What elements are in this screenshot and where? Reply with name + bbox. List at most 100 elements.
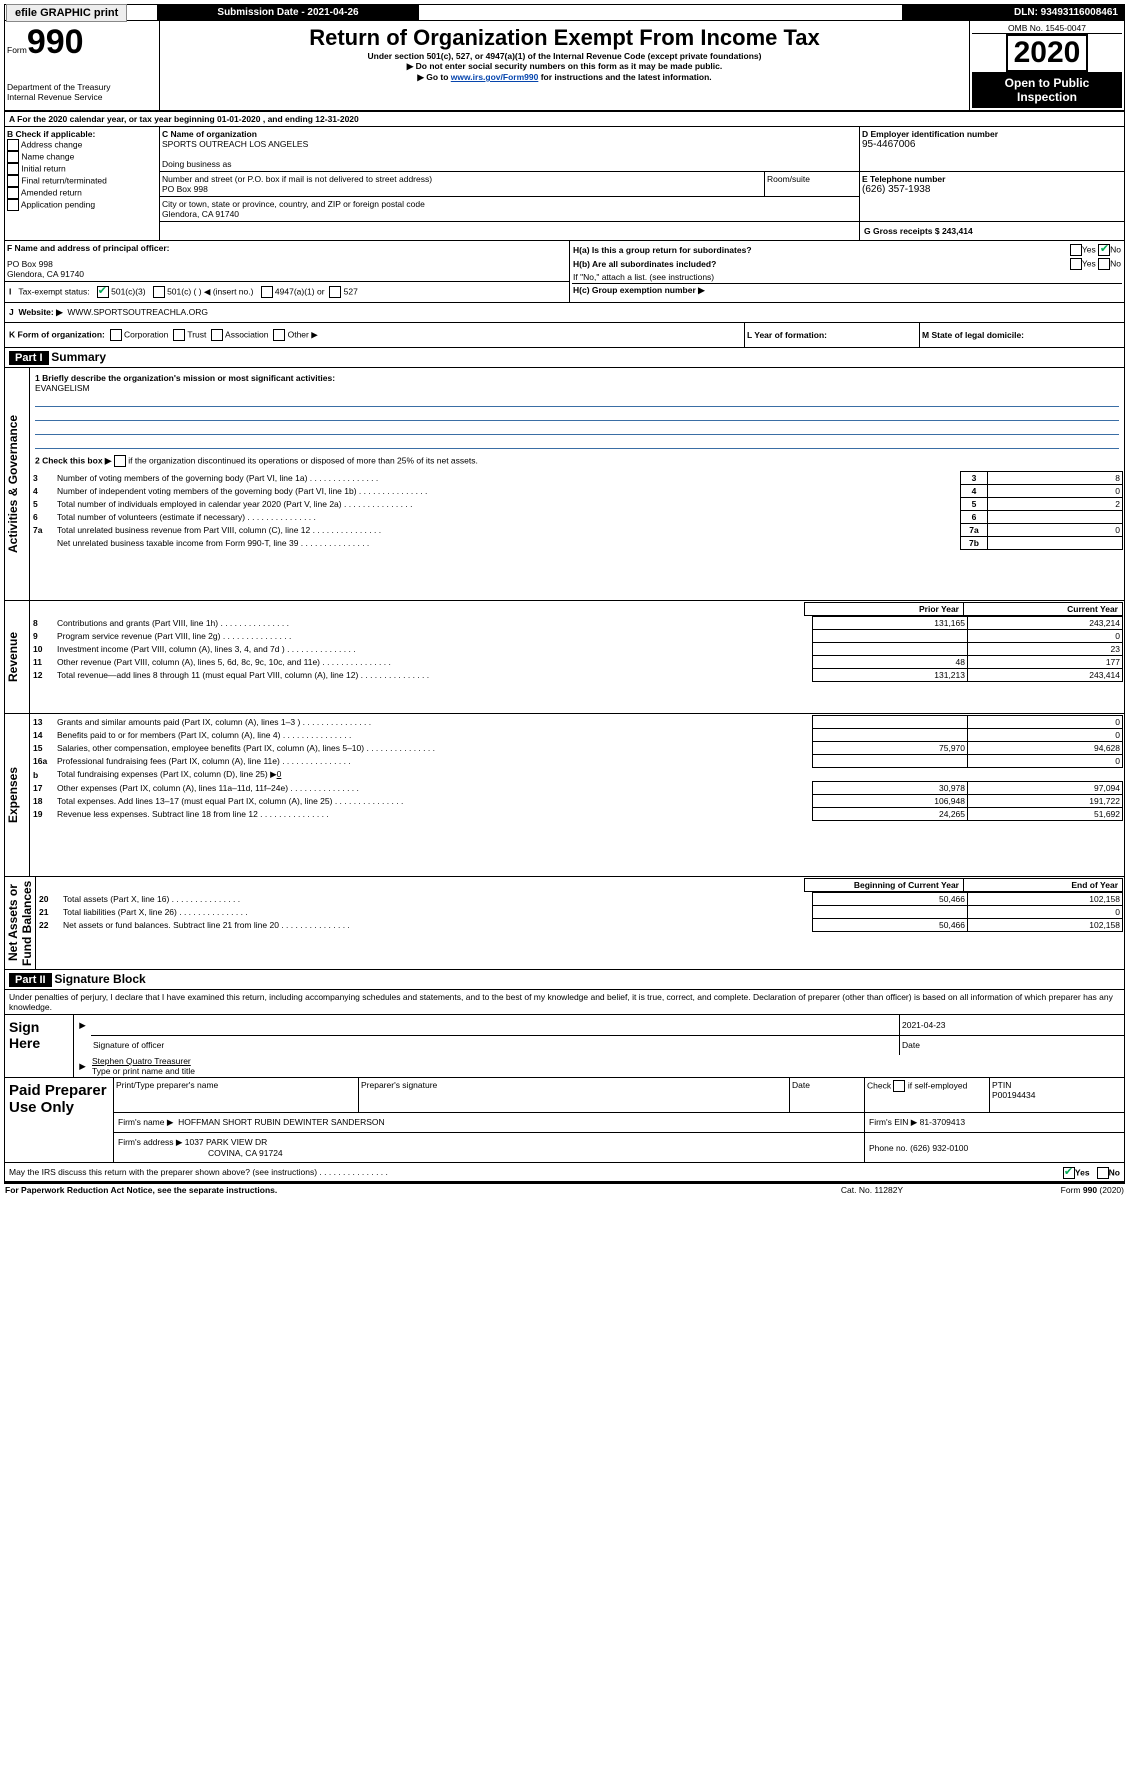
amended-return-checkbox[interactable] [7,187,19,199]
ptin-value: P00194434 [992,1090,1122,1100]
dba-label: Doing business as [162,159,857,169]
phone-value: (626) 932-0100 [910,1143,968,1153]
side-governance: Activities & Governance [6,369,20,599]
discuss-no-checkbox[interactable] [1097,1167,1109,1179]
row-num: 14 [31,729,55,742]
row-current: 0 [968,630,1123,643]
501c3-checkbox[interactable] [97,286,109,298]
row-prior: 106,948 [813,795,968,808]
firm-name: HOFFMAN SHORT RUBIN DEWINTER SANDERSON [178,1117,385,1127]
data-row: 16a Professional fundraising fees (Part … [31,755,1123,768]
row-current: 102,158 [968,919,1123,932]
row-desc: Grants and similar amounts paid (Part IX… [55,716,813,729]
line-a: A For the 2020 calendar year, or tax yea… [4,112,1125,126]
row-idx: 6 [961,511,988,524]
discuss-yes-checkbox[interactable] [1063,1167,1075,1179]
row-num: 6 [31,511,55,524]
prep-sig-label: Preparer's signature [359,1078,790,1113]
addr-change-checkbox[interactable] [7,139,19,151]
row-desc: Total revenue—add lines 8 through 11 (mu… [55,669,813,682]
row-current: 0 [968,755,1123,768]
row-current: 51,692 [968,808,1123,821]
ha-no-checkbox[interactable] [1098,244,1110,256]
trust-checkbox[interactable] [173,329,185,341]
gov-row: 4 Number of independent voting members o… [31,485,1123,498]
row-idx: 7a [961,524,988,537]
c-name-label: C Name of organization [162,129,857,139]
final-return-label: Final return/terminated [21,175,107,185]
data-row: 18 Total expenses. Add lines 13–17 (must… [31,795,1123,808]
row-desc: Number of independent voting members of … [55,485,961,498]
col-end: End of Year [964,879,1123,892]
501c3-label: 501(c)(3) [111,286,145,296]
4947-checkbox[interactable] [261,286,273,298]
firm-ein: 81-3709413 [920,1117,965,1127]
d-label: D Employer identification number [862,129,1122,139]
col-begin: Beginning of Current Year [805,879,964,892]
name-change-checkbox[interactable] [7,151,19,163]
row-desc: Program service revenue (Part VIII, line… [55,630,813,643]
row-num: 8 [31,617,55,630]
ha-yes-checkbox[interactable] [1070,244,1082,256]
data-row: 17 Other expenses (Part IX, column (A), … [31,782,1123,795]
row-val [988,511,1123,524]
city-value: Glendora, CA 91740 [162,209,857,219]
corp-checkbox[interactable] [110,329,122,341]
side-netassets: Net Assets or Fund Balances [6,878,34,968]
hb-no-checkbox[interactable] [1098,258,1110,270]
part-ii-title: Signature Block [54,972,145,986]
self-emp-checkbox[interactable] [893,1080,905,1092]
firm-addr1: 1037 PARK VIEW DR [185,1137,268,1147]
q2-checkbox[interactable] [114,455,126,467]
form-title: Return of Organization Exempt From Incom… [164,25,965,51]
row-current: 0 [968,729,1123,742]
row-idx: 7b [961,537,988,550]
form-sub3: ▶ Go to www.irs.gov/Form990 for instruct… [164,72,965,83]
app-pending-checkbox[interactable] [7,199,19,211]
row-num: 3 [31,472,55,485]
f-label: F Name and address of principal officer: [7,243,567,253]
row-prior: 131,165 [813,617,968,630]
part-ii-hdr: Part II [9,973,52,987]
527-label: 527 [344,286,358,296]
irs-link[interactable]: www.irs.gov/Form990 [451,72,539,82]
form-header: Form990 Department of the Treasury Inter… [4,21,1125,112]
final-return-checkbox[interactable] [7,175,19,187]
row-desc: Revenue less expenses. Subtract line 18 … [55,808,813,821]
data-row: 10 Investment income (Part VIII, column … [31,643,1123,656]
open-public-badge: Open to Public Inspection [972,72,1122,108]
row-prior [813,906,968,919]
sign-here-label: Sign Here [5,1015,74,1056]
row-num: 10 [31,643,55,656]
ha-label: H(a) Is this a group return for subordin… [572,243,1000,257]
check-label: Check [867,1080,891,1090]
firm-addr2: COVINA, CA 91724 [118,1148,860,1158]
row-prior [813,716,968,729]
side-revenue: Revenue [6,602,20,712]
part-i-hdr: Part I [9,351,49,365]
527-checkbox[interactable] [329,286,341,298]
hb-yes-checkbox[interactable] [1070,258,1082,270]
cat-no: Cat. No. 11282Y [771,1183,973,1196]
initial-return-checkbox[interactable] [7,163,19,175]
gov-row: 6 Total number of volunteers (estimate i… [31,511,1123,524]
other-checkbox[interactable] [273,329,285,341]
row-val [988,537,1123,550]
other-label: Other ▶ [288,329,318,339]
row-num: 5 [31,498,55,511]
501c-checkbox[interactable] [153,286,165,298]
prep-date-label: Date [790,1078,865,1113]
row-current: 0 [968,716,1123,729]
efile-button[interactable]: efile GRAPHIC print [6,4,127,22]
data-row: 19 Revenue less expenses. Subtract line … [31,808,1123,821]
q1-label: 1 Briefly describe the organization's mi… [35,373,1119,383]
firm-ein-label: Firm's EIN ▶ [869,1117,917,1127]
col-prior: Prior Year [805,603,964,616]
corp-label: Corporation [124,329,168,339]
data-row: 21 Total liabilities (Part X, line 26) 0 [37,906,1123,919]
data-row: 12 Total revenue—add lines 8 through 11 … [31,669,1123,682]
entity-block: B Check if applicable: Address change Na… [4,126,1125,241]
ptin-label: PTIN [992,1080,1122,1090]
assoc-checkbox[interactable] [211,329,223,341]
row-idx: 4 [961,485,988,498]
